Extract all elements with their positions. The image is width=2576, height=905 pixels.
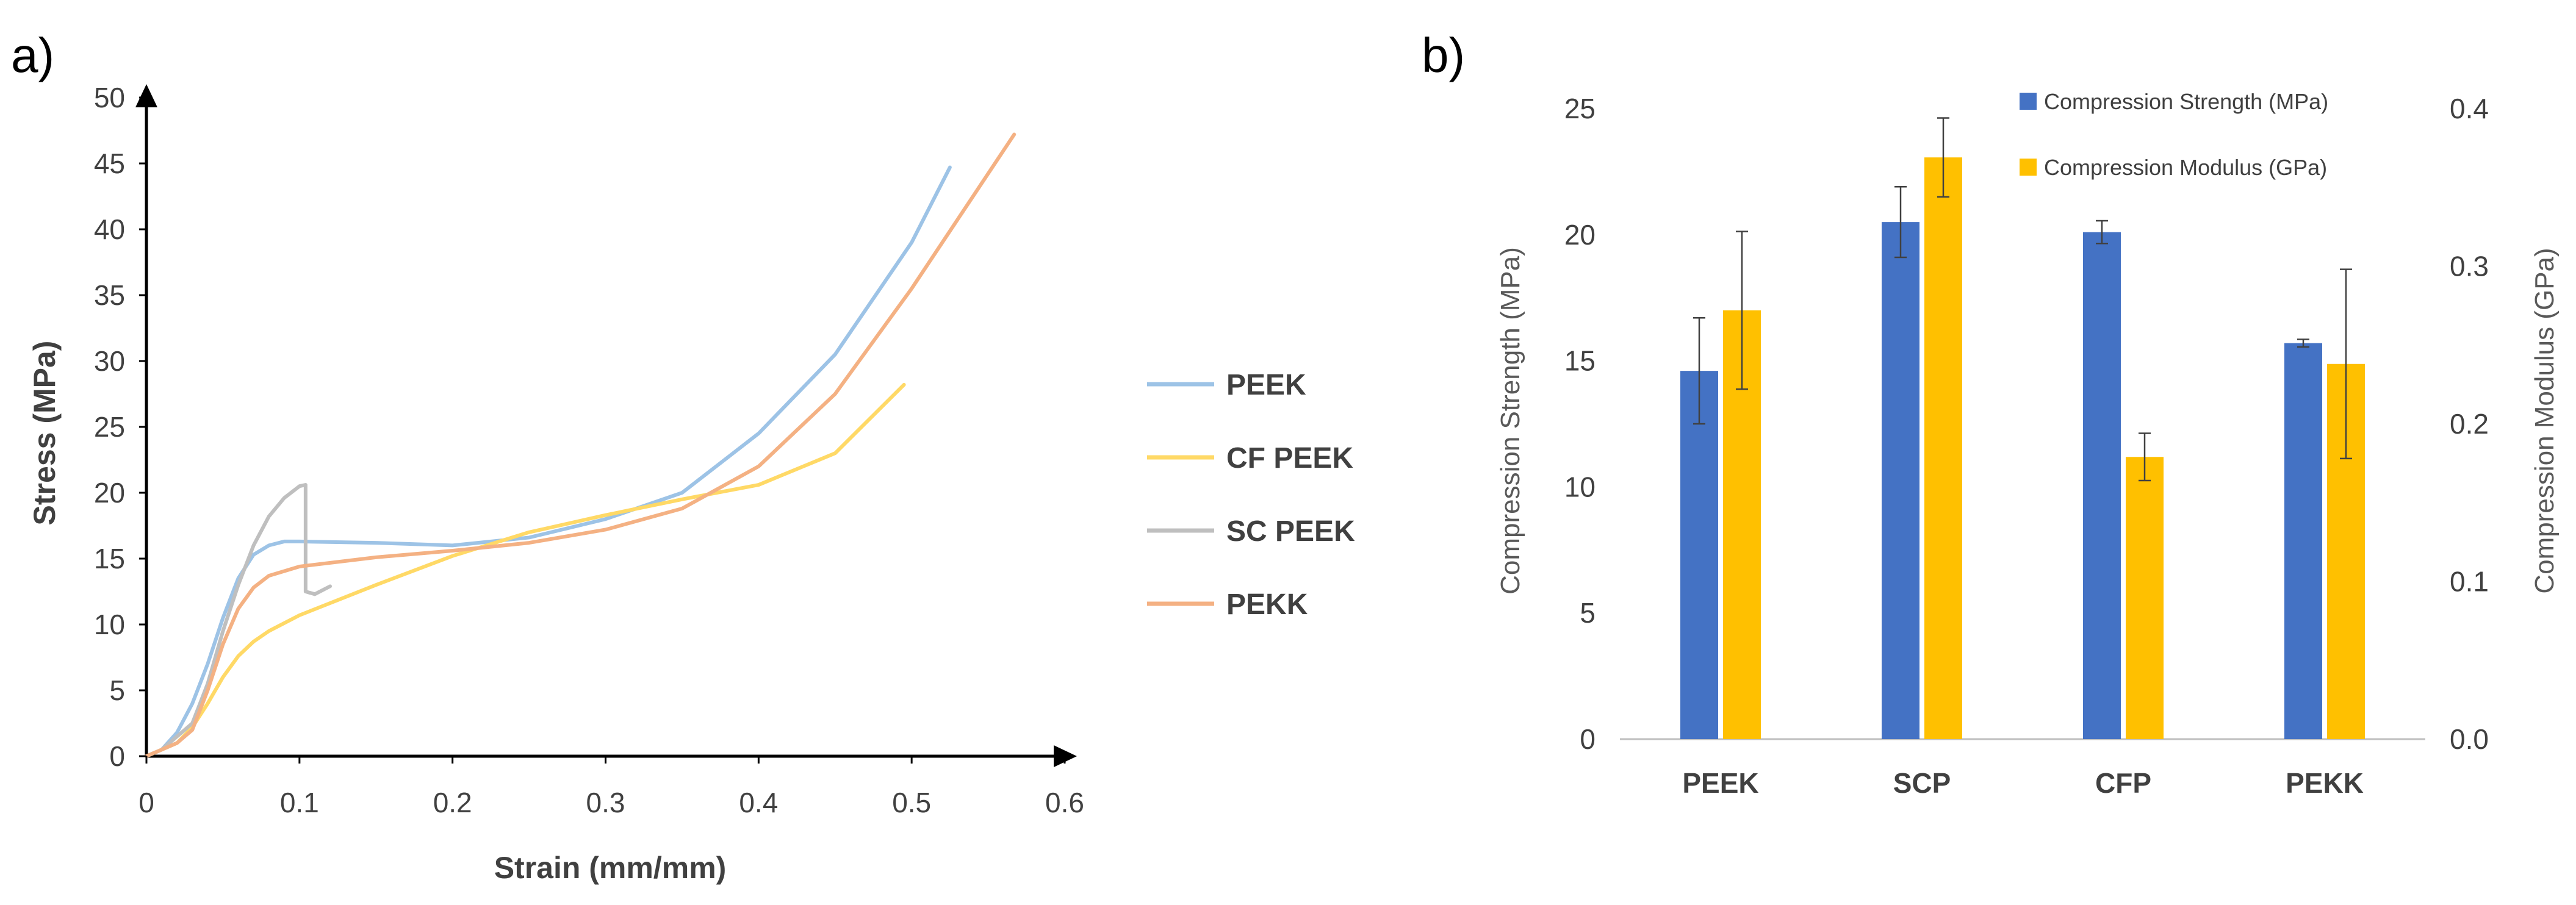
bar-scp-modulus bbox=[1924, 157, 1962, 739]
y-left-tick-label: 20 bbox=[1564, 219, 1596, 251]
x-category-label: SCP bbox=[1893, 767, 1951, 799]
panel-b-label: b) bbox=[1422, 28, 1465, 82]
y-left-tick-label: 25 bbox=[1564, 93, 1596, 124]
legend-swatch bbox=[2020, 159, 2037, 176]
series-line-cf-peek bbox=[145, 382, 906, 758]
x-tick-label: 0.1 bbox=[280, 787, 319, 818]
panel-b-legend: Compression Strength (MPa) Compression Mo… bbox=[2020, 89, 2328, 180]
panel-b: b) 0 5 10 15 20 25 0.0 0.1 0.2 0.3 0.4 PEEK SCP CFP PE… bbox=[1422, 28, 2560, 799]
panel-b-ylabel-right: Compression Modulus (GPa) bbox=[2530, 248, 2560, 593]
panel-a-label: a) bbox=[11, 28, 54, 82]
x-category-label: CFP bbox=[2095, 767, 2151, 799]
x-category-label: PEEK bbox=[1682, 767, 1758, 799]
legend-label: SC PEEK bbox=[1226, 515, 1355, 548]
x-tick-label: 0 bbox=[139, 787, 154, 818]
bar-scp-strength bbox=[1882, 222, 1919, 739]
bar-peek-strength bbox=[1680, 371, 1718, 739]
y-tick-label: 15 bbox=[94, 543, 125, 574]
y-left-tick-label: 10 bbox=[1564, 471, 1596, 503]
x-tick-label: 0.6 bbox=[1045, 787, 1084, 818]
y-tick-label: 40 bbox=[94, 213, 125, 245]
y-left-tick-label: 0 bbox=[1580, 723, 1596, 755]
y-left-tick-label: 5 bbox=[1580, 597, 1596, 629]
x-category-label: PEKK bbox=[2286, 767, 2364, 799]
y-left-tick-label: 15 bbox=[1564, 345, 1596, 377]
y-right-tick-label: 0.3 bbox=[2450, 251, 2489, 282]
bar-cfp-modulus bbox=[2126, 457, 2164, 739]
panel-b-ylabel-left: Compression Strength (MPa) bbox=[1495, 247, 1525, 595]
y-right-tick-label: 0.0 bbox=[2450, 723, 2489, 755]
panel-b-tick-labels: 0 5 10 15 20 25 0.0 0.1 0.2 0.3 0.4 PEEK SCP CFP PEKK bbox=[1564, 93, 2489, 799]
y-tick-label: 30 bbox=[94, 345, 125, 377]
y-tick-label: 0 bbox=[109, 740, 125, 772]
y-tick-label: 20 bbox=[94, 477, 125, 509]
y-tick-label: 5 bbox=[109, 674, 125, 706]
x-tick-label: 0.3 bbox=[586, 787, 625, 818]
panel-a-tick-labels: 0 0.1 0.2 0.3 0.4 0.5 0.6 0 5 10 15 20 25 30 35 40 45 50 bbox=[94, 82, 1084, 818]
legend-label: Compression Strength (MPa) bbox=[2044, 89, 2328, 114]
y-right-tick-label: 0.2 bbox=[2450, 408, 2489, 440]
series-line-pekk bbox=[145, 132, 1016, 758]
y-right-tick-label: 0.1 bbox=[2450, 566, 2489, 598]
series-line-sc-peek bbox=[145, 483, 332, 758]
legend-swatch bbox=[2020, 93, 2037, 110]
y-tick-label: 35 bbox=[94, 279, 125, 311]
legend-label: PEEK bbox=[1226, 369, 1306, 401]
y-tick-label: 25 bbox=[94, 411, 125, 443]
x-tick-label: 0.2 bbox=[433, 787, 472, 818]
bar-pekk-strength bbox=[2284, 343, 2322, 739]
panel-a-ylabel: Stress (MPa) bbox=[27, 341, 62, 526]
x-tick-label: 0.4 bbox=[739, 787, 778, 818]
y-tick-label: 50 bbox=[94, 82, 125, 113]
series-line-peek bbox=[145, 165, 952, 758]
panel-a-series bbox=[145, 132, 1016, 758]
y-axis-arrow bbox=[135, 84, 157, 107]
legend-label: Compression Modulus (GPa) bbox=[2044, 155, 2327, 180]
y-right-tick-label: 0.4 bbox=[2450, 93, 2489, 124]
panel-a-axes bbox=[135, 84, 1077, 767]
panel-a-xlabel: Strain (mm/mm) bbox=[494, 851, 727, 885]
panel-a-legend: PEEK CF PEEK SC PEEK PEKK bbox=[1147, 369, 1355, 621]
legend-label: PEKK bbox=[1226, 588, 1308, 621]
x-tick-label: 0.5 bbox=[892, 787, 931, 818]
legend-label: CF PEEK bbox=[1226, 442, 1353, 474]
y-tick-label: 10 bbox=[94, 609, 125, 640]
y-tick-label: 45 bbox=[94, 148, 125, 179]
panel-b-bars bbox=[1680, 117, 2365, 739]
bar-cfp-strength bbox=[2083, 232, 2121, 739]
panel-a: a) 0 0.1 0.2 0.3 0.4 0.5 0.6 0 5 10 15 20 25 30 35 40 45… bbox=[11, 28, 1355, 885]
